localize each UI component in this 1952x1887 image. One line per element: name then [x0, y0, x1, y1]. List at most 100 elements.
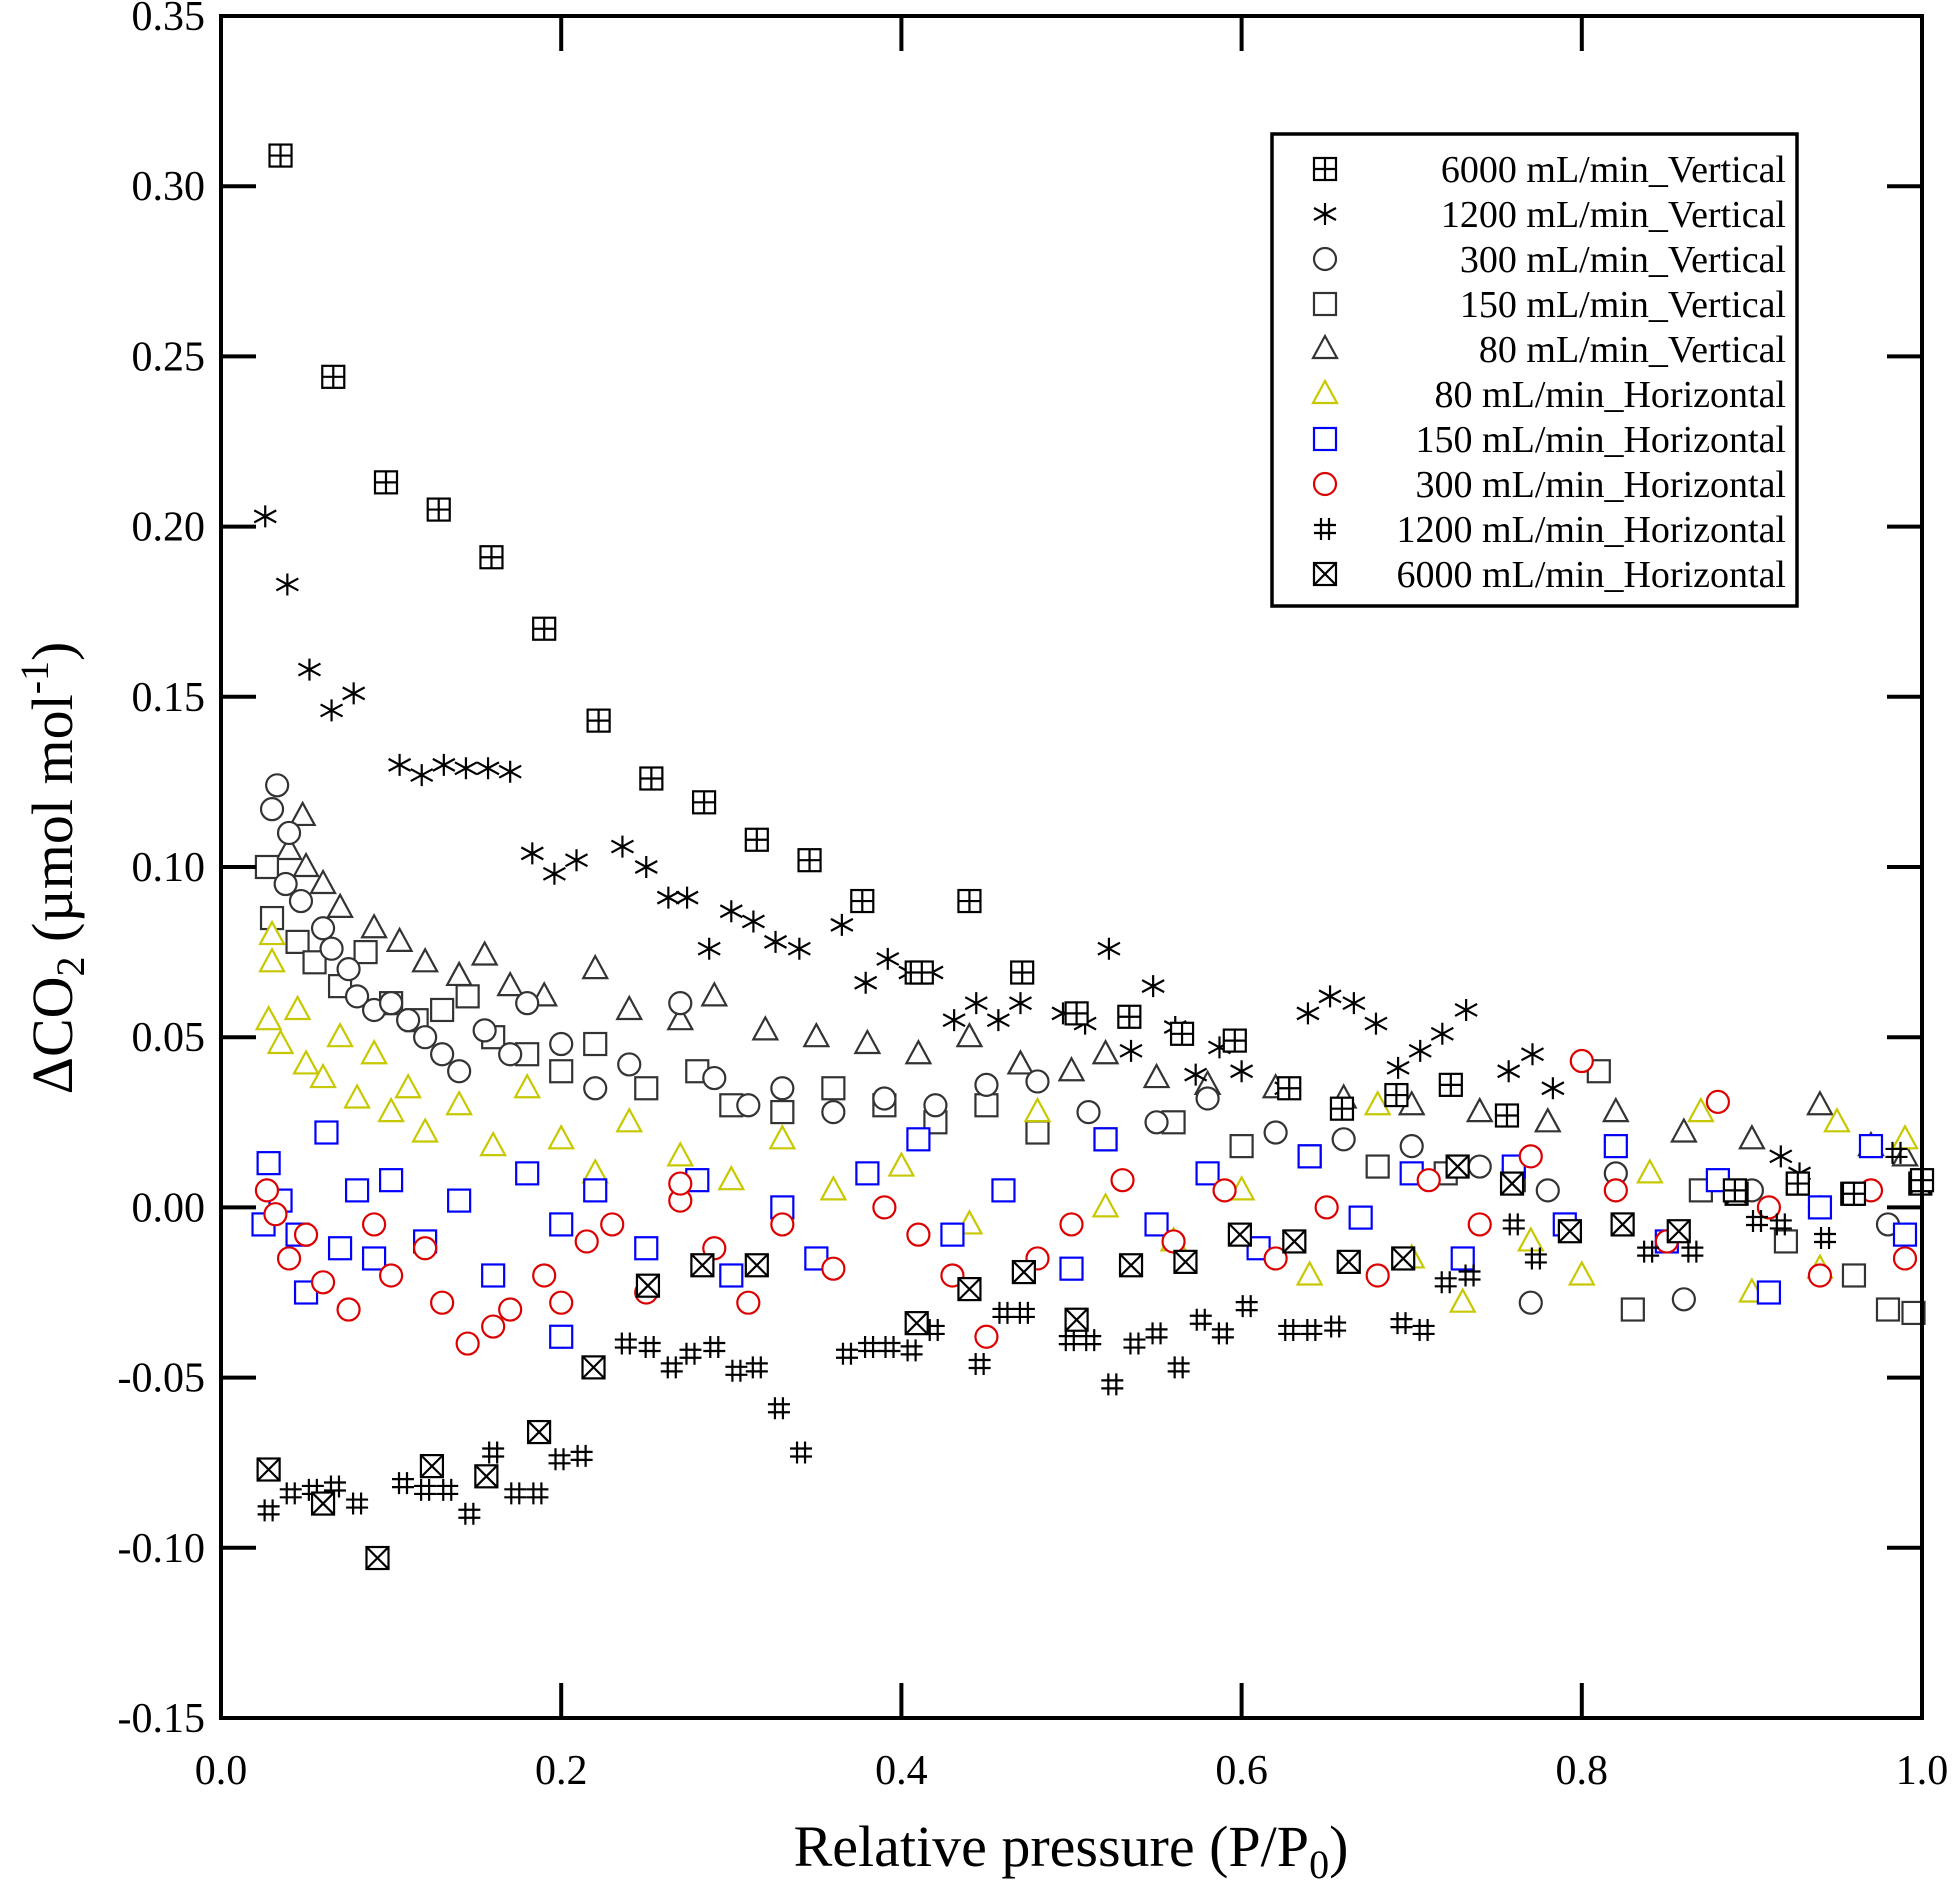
data-point [940, 1222, 965, 1247]
data-point [1557, 1219, 1582, 1244]
legend-label: 1200 mL/min_Horizontal [1397, 509, 1786, 551]
data-point [1059, 1212, 1084, 1237]
data-point [736, 1093, 761, 1118]
data-point [1144, 1212, 1169, 1237]
data-point [1891, 1124, 1919, 1150]
data-point [942, 1009, 966, 1032]
data-point [279, 1482, 302, 1505]
data-point [1278, 1318, 1301, 1341]
legend-item: 300 mL/min_Vertical [1312, 239, 1786, 281]
data-point [770, 1076, 795, 1101]
data-point [263, 1202, 288, 1227]
data-point [1499, 1171, 1525, 1196]
data-point [821, 1076, 846, 1101]
data-point [1901, 1300, 1926, 1326]
data-point [564, 849, 589, 872]
data-point [436, 1478, 459, 1501]
legend-label: 6000 mL/min_Horizontal [1397, 554, 1786, 596]
data-point [1222, 1028, 1247, 1053]
data-point [719, 1263, 744, 1288]
data-point [474, 1464, 499, 1489]
data-point [1681, 1240, 1704, 1263]
data-point [1520, 1043, 1544, 1066]
data-point [411, 1117, 439, 1143]
x-tick-label: 0.6 [1215, 1748, 1268, 1794]
data-point [414, 1478, 437, 1501]
data-point [741, 910, 765, 933]
data-point [256, 1151, 281, 1176]
legend-marker-icon [1312, 561, 1338, 587]
data-point [1023, 1096, 1052, 1123]
data-point [1365, 1154, 1390, 1179]
data-point [660, 1356, 683, 1379]
data-point [1502, 1213, 1525, 1236]
data-point [819, 1175, 848, 1201]
y-tick-label: 0.00 [132, 1185, 206, 1231]
data-point [344, 984, 370, 1009]
data-point [767, 1397, 790, 1420]
data-point [974, 1324, 999, 1349]
data-point [702, 1065, 727, 1091]
data-point [1569, 1048, 1594, 1074]
data-point [583, 1076, 608, 1101]
data-point [547, 1124, 576, 1150]
data-point [432, 753, 456, 776]
data-point [396, 1008, 421, 1033]
y-tick-label: 0.35 [132, 0, 206, 40]
data-point [254, 1004, 283, 1031]
legend-label: 300 mL/min_Vertical [1460, 239, 1786, 281]
data-point [549, 1290, 574, 1315]
legend-marker-icon [1311, 333, 1339, 360]
data-point [310, 1270, 336, 1295]
data-point [1875, 1297, 1901, 1322]
data-point [1390, 1312, 1413, 1335]
data-point [344, 1178, 370, 1203]
data-point [1620, 1297, 1645, 1322]
data-point [1516, 1226, 1545, 1252]
data-point [297, 658, 321, 681]
data-point [1601, 1096, 1630, 1123]
data-point [1076, 1099, 1101, 1125]
data-point [515, 1161, 540, 1186]
data-point [991, 1178, 1016, 1203]
data-point [542, 862, 566, 885]
data-point [1227, 1222, 1252, 1247]
data-point [736, 1290, 761, 1315]
data-point [1229, 1134, 1254, 1159]
data-point [1391, 1246, 1416, 1271]
data-point [1746, 1210, 1768, 1233]
data-point [770, 1212, 795, 1237]
legend-marker-icon [1311, 378, 1339, 405]
data-point [679, 1342, 702, 1365]
data-point [1494, 1103, 1520, 1128]
data-point [447, 1059, 472, 1084]
data-point [900, 1339, 923, 1362]
data-point [454, 757, 478, 780]
legend-marker-icon [1312, 426, 1338, 452]
data-point [273, 871, 298, 897]
series-150-ml-min-vertical [254, 854, 1926, 1326]
legend-marker-icon [1312, 291, 1338, 317]
data-point [887, 1151, 916, 1177]
data-point [504, 1482, 527, 1505]
legend-marker-icon [1312, 471, 1338, 497]
data-point [320, 699, 344, 722]
data-point [906, 1127, 931, 1152]
data-point [1006, 1049, 1035, 1075]
data-point [906, 1222, 931, 1247]
x-tick-label: 0.8 [1556, 1748, 1609, 1794]
data-point [1454, 998, 1478, 1021]
data-point [1384, 1082, 1409, 1108]
data-point [310, 916, 336, 941]
data-point [992, 1301, 1015, 1324]
data-point [1467, 1212, 1492, 1237]
data-point [790, 1441, 813, 1464]
data-point [634, 1236, 659, 1261]
data-point [850, 888, 875, 914]
y-tick-label: 0.10 [132, 845, 206, 891]
data-point [254, 1178, 280, 1203]
data-point [445, 1089, 473, 1116]
data-point [1858, 1134, 1884, 1159]
data-point [532, 616, 557, 641]
data-point [830, 913, 854, 936]
